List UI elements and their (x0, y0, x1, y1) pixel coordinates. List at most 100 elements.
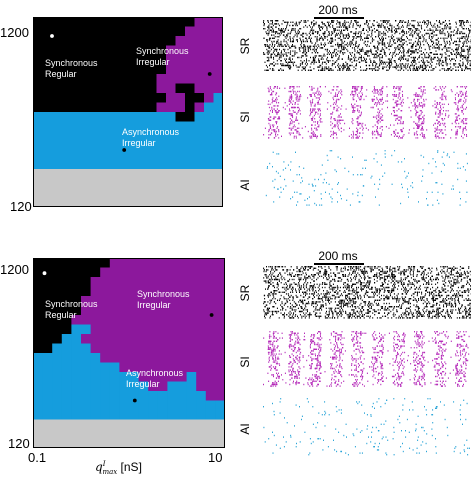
heatmap-cell-asynchronous-irregular (43, 363, 53, 373)
heatmap-cell-synchronous-irregular (215, 287, 225, 297)
heatmap-cell-asynchronous-irregular (214, 141, 224, 151)
heatmap-cell-synchronous-regular (71, 27, 81, 37)
heatmap-cell-synchronous-regular (176, 112, 186, 122)
heatmap-cell-asynchronous-irregular (147, 150, 157, 160)
heatmap-cell-synchronous-regular (71, 17, 81, 27)
heatmap-cell-low (62, 439, 72, 449)
heatmap-cell-asynchronous-irregular (214, 150, 224, 160)
heatmap-cell-synchronous-regular (91, 268, 101, 278)
heatmap-cell-low (119, 429, 129, 439)
heatmap-cell-synchronous-regular (147, 84, 157, 94)
heatmap-cell-asynchronous-irregular (138, 160, 148, 170)
heatmap-cell-low (100, 198, 110, 208)
heatmap-cell-asynchronous-irregular (100, 410, 110, 420)
bottom-xtick-10: 10 (208, 451, 222, 464)
heatmap-cell-synchronous-irregular (148, 353, 158, 363)
heatmap-cell-synchronous-irregular (215, 258, 225, 268)
heatmap-cell-synchronous-irregular (119, 334, 129, 344)
heatmap-cell-asynchronous-irregular (52, 353, 62, 363)
heatmap-cell-asynchronous-irregular (33, 363, 43, 373)
heatmap-cell-synchronous-irregular (214, 27, 224, 37)
heatmap-cell-asynchronous-irregular (187, 410, 197, 420)
heatmap-cell-low (81, 420, 91, 430)
heatmap-cell-asynchronous-irregular (71, 410, 81, 420)
heatmap-cell-synchronous-regular (90, 103, 100, 113)
heatmap-cell-asynchronous-irregular (62, 141, 72, 151)
heatmap-cell-synchronous-regular (109, 65, 119, 75)
heatmap-cell-synchronous-regular (62, 103, 72, 113)
heatmap-cell-asynchronous-irregular (119, 410, 129, 420)
heatmap-cell-asynchronous-irregular (52, 122, 62, 132)
heatmap-cell-asynchronous-irregular (52, 131, 62, 141)
heatmap-cell-low (33, 429, 43, 439)
heatmap-cell-synchronous-irregular (204, 93, 214, 103)
heatmap-cell-asynchronous-irregular (214, 160, 224, 170)
heatmap-cell-synchronous-irregular (215, 296, 225, 306)
heatmap-cell-asynchronous-irregular (214, 131, 224, 141)
heatmap-cell-synchronous-regular (33, 84, 43, 94)
heatmap-cell-synchronous-regular (147, 93, 157, 103)
heatmap-cell-asynchronous-irregular (185, 150, 195, 160)
heatmap-cell-synchronous-irregular (195, 84, 205, 94)
bottom-scale-label: 200 ms (298, 250, 378, 262)
heatmap-cell-synchronous-regular (81, 17, 91, 27)
heatmap-cell-asynchronous-irregular (90, 122, 100, 132)
heatmap-cell-low (147, 188, 157, 198)
heatmap-cell-synchronous-regular (33, 306, 43, 316)
heatmap-cell-synchronous-irregular (177, 325, 187, 335)
heatmap-cell-synchronous-regular (109, 46, 119, 56)
heatmap-cell-asynchronous-irregular (157, 150, 167, 160)
heatmap-cell-asynchronous-irregular (71, 372, 81, 382)
heatmap-cell-synchronous-irregular (119, 258, 129, 268)
heatmap-cell-asynchronous-irregular (109, 141, 119, 151)
top-scale-label: 200 ms (298, 4, 378, 16)
heatmap-cell-synchronous-regular (100, 17, 110, 27)
heatmap-cell-low (196, 439, 206, 449)
heatmap-cell-synchronous-irregular (196, 277, 206, 287)
heatmap-cell-asynchronous-irregular (71, 325, 81, 335)
heatmap-cell-synchronous-regular (185, 84, 195, 94)
heatmap-cell-synchronous-regular (43, 17, 53, 27)
heatmap-cell-synchronous-irregular (91, 325, 101, 335)
heatmap-cell-synchronous-irregular (157, 103, 167, 113)
heatmap-cell-synchronous-regular (128, 27, 138, 37)
heatmap-cell-synchronous-regular (62, 287, 72, 297)
heatmap-cell-asynchronous-irregular (214, 112, 224, 122)
heatmap-cell-asynchronous-irregular (204, 131, 214, 141)
heatmap-cell-asynchronous-irregular (33, 353, 43, 363)
heatmap-cell-asynchronous-irregular (148, 401, 158, 411)
heatmap-cell-low (157, 188, 167, 198)
heatmap-cell-synchronous-irregular (187, 334, 197, 344)
heatmap-cell-asynchronous-irregular (81, 112, 91, 122)
heatmap-cell-synchronous-regular (62, 277, 72, 287)
heatmap-cell-asynchronous-irregular (90, 160, 100, 170)
heatmap-cell-asynchronous-irregular (110, 382, 120, 392)
heatmap-cell-asynchronous-irregular (81, 160, 91, 170)
heatmap-cell-asynchronous-irregular (90, 150, 100, 160)
heatmap-cell-low (148, 420, 158, 430)
heatmap-cell-synchronous-irregular (177, 353, 187, 363)
heatmap-cell-asynchronous-irregular (185, 141, 195, 151)
heatmap-cell-synchronous-irregular (91, 334, 101, 344)
heatmap-cell-synchronous-irregular (119, 315, 129, 325)
heatmap-cell-low (52, 169, 62, 179)
heatmap-cell-asynchronous-irregular (100, 382, 110, 392)
heatmap-cell-asynchronous-irregular (109, 150, 119, 160)
heatmap-cell-low (158, 439, 168, 449)
heatmap-cell-asynchronous-irregular (81, 382, 91, 392)
heatmap-cell-low (71, 179, 81, 189)
heatmap-cell-synchronous-irregular (129, 353, 139, 363)
heatmap-cell-asynchronous-irregular (52, 401, 62, 411)
heatmap-cell-synchronous-irregular (177, 315, 187, 325)
heatmap-cell-low (91, 429, 101, 439)
heatmap-cell-synchronous-regular (81, 103, 91, 113)
heatmap-cell-asynchronous-irregular (148, 391, 158, 401)
heatmap-cell-synchronous-regular (33, 46, 43, 56)
heatmap-cell-synchronous-irregular (196, 296, 206, 306)
heatmap-cell-low (139, 439, 149, 449)
heatmap-cell-synchronous-irregular (100, 325, 110, 335)
heatmap-cell-asynchronous-irregular (215, 410, 225, 420)
heatmap-cell-low (185, 188, 195, 198)
heatmap-cell-asynchronous-irregular (195, 112, 205, 122)
heatmap-cell-asynchronous-irregular (147, 160, 157, 170)
